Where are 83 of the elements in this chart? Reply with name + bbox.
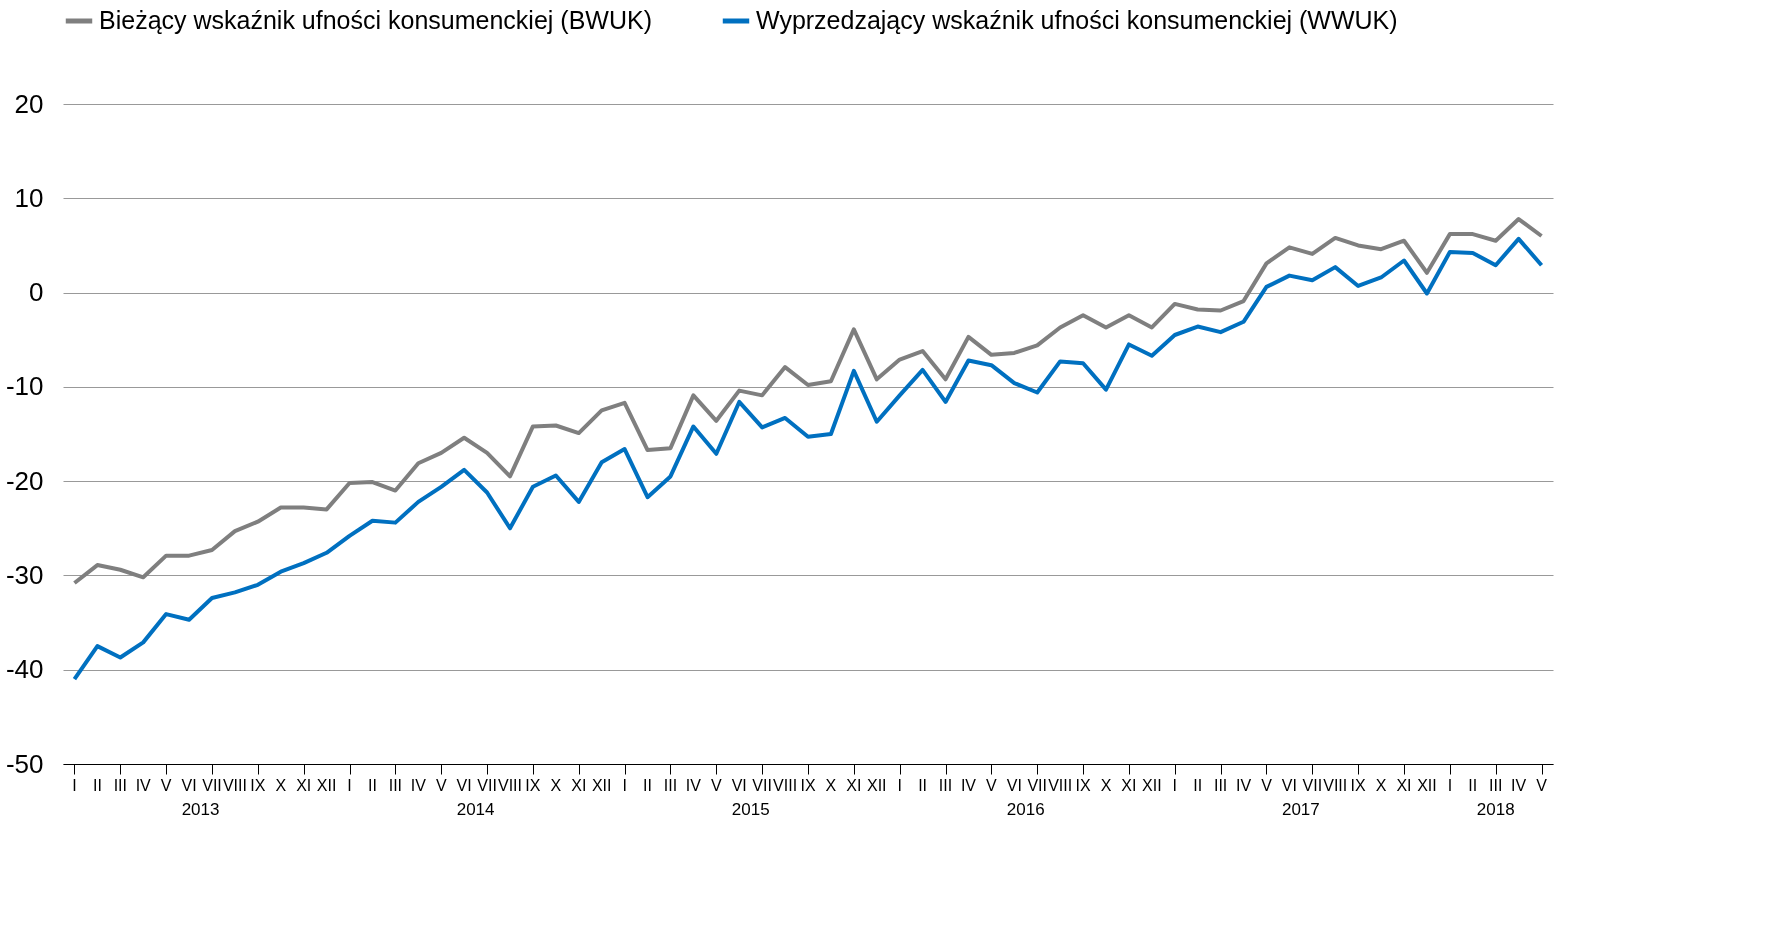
y-tick-label: 10 (14, 182, 44, 213)
x-tick-label: IX (250, 777, 266, 794)
x-tick-label: X (275, 777, 287, 794)
x-tick-label: IV (1235, 777, 1252, 794)
x-tick-label: VI (456, 777, 472, 794)
x-tick-label: III (938, 777, 953, 794)
x-tick-label: II (643, 777, 652, 794)
text: 2017 (1281, 800, 1320, 819)
legend-label: Wyprzedzający wskaźnik ufności konsumenckiej (WWUK) (756, 6, 1398, 34)
x-tick-label: IV (410, 777, 427, 794)
y-tick-label: -30 (5, 559, 44, 590)
x-tick-label: I (1447, 777, 1453, 794)
y-tick-label: -50 (5, 748, 44, 779)
x-tick-label: I (347, 777, 352, 794)
x-tick-label: IV (685, 777, 702, 794)
x-tick-label: XI (846, 777, 862, 794)
x-tick-label: VI (181, 777, 197, 794)
x-tick-label: VII (1302, 777, 1323, 794)
x-tick-label: II (1193, 777, 1203, 794)
x-tick-label: VIII (1323, 777, 1348, 794)
x-tick-label: XII (1417, 777, 1437, 794)
x-tick-label: VIII (222, 777, 247, 794)
x-tick-label: VII (202, 777, 222, 794)
x-tick-label: VIII (497, 777, 523, 794)
text: 2013 (181, 800, 220, 819)
x-tick-label: IV (135, 777, 152, 794)
y-tick-label: -10 (5, 371, 44, 402)
x-tick-label: VII (752, 777, 772, 794)
y-tick-label: 20 (14, 88, 44, 119)
text: 2014 (456, 800, 495, 819)
x-tick-label: IX (1075, 777, 1091, 794)
x-tick-label: X (1100, 777, 1112, 794)
x-tick-label: I (1172, 777, 1177, 794)
x-tick-label: V (160, 777, 172, 794)
x-tick-label: V (435, 777, 447, 794)
x-tick-label: III (1489, 777, 1503, 794)
x-tick-label: III (113, 777, 127, 794)
x-tick-label: XII (1142, 777, 1162, 794)
x-tick-label: VI (731, 777, 747, 794)
y-tick-label: 0 (29, 277, 44, 308)
x-tick-label: XII (591, 777, 612, 794)
x-tick-label: X (550, 777, 562, 794)
line-series (72, 217, 1544, 585)
x-tick-label: IV (1511, 777, 1527, 794)
x-tick-label: VIII (773, 777, 798, 794)
x-tick-label: VII (477, 777, 497, 794)
x-tick-label: XI (571, 777, 587, 794)
text: 2016 (1006, 800, 1045, 819)
x-tick-label: I (72, 777, 77, 794)
x-tick-label: V (986, 777, 998, 794)
x-tick-label: XI (1121, 777, 1137, 794)
x-tick-label: I (897, 777, 902, 794)
x-tick-label: III (663, 777, 678, 794)
x-tick-label: III (388, 777, 403, 794)
x-tick-label: II (92, 777, 102, 794)
x-tick-label: V (1536, 777, 1548, 794)
x-tick-label: II (1468, 777, 1478, 794)
x-tick-label: X (1375, 777, 1387, 794)
x-tick-label: X (825, 777, 837, 794)
text: 2015 (731, 800, 770, 819)
x-tick-label: II (368, 777, 377, 794)
x-tick-label: V (710, 777, 722, 794)
x-tick-label: II (918, 777, 928, 794)
x-tick-label: XI (1396, 777, 1412, 794)
x-tick-label: XI (296, 777, 312, 794)
x-tick-label: VI (1006, 777, 1022, 794)
x-tick-label: VII (1027, 777, 1048, 794)
x-tick-label: I (622, 777, 627, 794)
text: 2018 (1476, 800, 1515, 819)
x-tick-label: IX (525, 777, 541, 794)
x-tick-label: XII (316, 777, 337, 794)
x-tick-label: VIII (1048, 777, 1073, 794)
y-tick-label: -20 (5, 465, 44, 496)
x-tick-label: V (1261, 777, 1273, 794)
x-tick-label: III (1213, 777, 1228, 794)
legend-label: Bieżący wskaźnik ufności konsumenckiej (BWUK) (99, 6, 652, 34)
x-tick-label: IV (960, 777, 977, 794)
x-tick-label: IX (800, 777, 816, 794)
x-tick-label: IX (1350, 777, 1367, 794)
y-tick-label: -40 (5, 654, 44, 685)
x-tick-label: XII (866, 777, 887, 794)
x-tick-label: VI (1281, 777, 1297, 794)
line-series (72, 236, 1544, 682)
